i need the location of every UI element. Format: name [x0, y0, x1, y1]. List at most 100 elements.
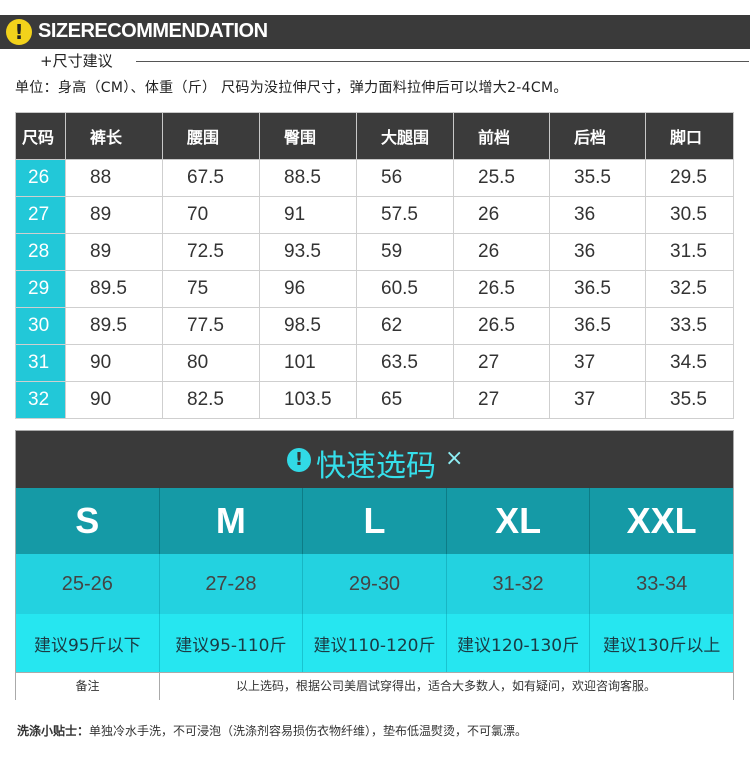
table-cell: 36.5 — [549, 307, 646, 345]
size-range: 31-32 — [447, 554, 591, 614]
size-range: 33-34 — [636, 572, 688, 595]
size-range: 25-26 — [16, 554, 160, 614]
table-cell: 75 — [162, 270, 260, 308]
column-header: 裤长 — [65, 112, 163, 160]
table-cell: 26.5 — [453, 270, 550, 308]
table-cell: 27 — [453, 381, 550, 419]
table-cell: 89 — [65, 233, 163, 271]
column-header: 腰围 — [162, 112, 260, 160]
quick-pick-title: 快速选码 — [316, 449, 436, 484]
table-cell: 90 — [65, 344, 163, 382]
size-cell: 29 — [15, 270, 66, 308]
weight-suggestion-row: 建议95斤以下 建议95-110斤 建议110-120斤 建议120-130斤 建议13… — [16, 614, 733, 672]
size-label: XL — [447, 488, 591, 554]
table-cell: 91 — [259, 196, 357, 234]
size-cell: 28 — [15, 233, 66, 271]
table-cell: 35.5 — [645, 381, 734, 419]
table-cell: 65 — [356, 381, 454, 419]
size-cell: 32 — [15, 381, 66, 419]
divider — [136, 61, 749, 62]
table-cell: 34.5 — [645, 344, 734, 382]
table-cell: 70 — [162, 196, 260, 234]
table-cell: 25.5 — [453, 159, 550, 197]
wash-tip-text: 单独冷水手洗，不可浸泡（洗涤剂容易损伤衣物纤维），垫布低温熨烫，不可氯漂。 — [89, 724, 528, 738]
table-row: 29 89.5 75 96 60.5 26.5 36.5 32.5 — [15, 270, 734, 308]
table-cell: 26 — [453, 233, 550, 271]
table-cell: 31.5 — [645, 233, 734, 271]
table-cell: 62 — [356, 307, 454, 345]
table-cell: 36 — [549, 233, 646, 271]
table-cell: 96 — [259, 270, 357, 308]
table-row: 26 88 67.5 88.5 56 25.5 35.5 29.5 — [15, 159, 734, 197]
column-header: 尺码 — [15, 112, 66, 160]
table-cell: 35.5 — [549, 159, 646, 197]
header-bar: ! SIZERECOMMENDATION — [0, 15, 750, 49]
table-cell: 101 — [259, 344, 357, 382]
size-range: 27-28 — [160, 554, 304, 614]
table-cell: 57.5 — [356, 196, 454, 234]
exclamation-icon: ! — [6, 19, 32, 45]
table-cell: 103.5 — [259, 381, 357, 419]
table-row: 28 89 72.5 93.5 59 26 36 31.5 — [15, 233, 734, 271]
size-label: XXL — [626, 500, 697, 541]
table-row: 27 89 70 91 57.5 26 36 30.5 — [15, 196, 734, 234]
weight-suggestion: 建议130斤以上 — [602, 635, 721, 656]
weight-suggestion: 建议110-120斤 — [303, 614, 447, 672]
size-cell: 26 — [15, 159, 66, 197]
table-cell: 77.5 — [162, 307, 260, 345]
table-cell: 90 — [65, 381, 163, 419]
table-cell: 89 — [65, 196, 163, 234]
quick-size-picker: ! 快速选码 × S M L XL XXL 25-26 27-28 29-30 31-32 33… — [15, 430, 734, 700]
exclamation-icon: ! — [287, 448, 311, 472]
table-cell: 33.5 — [645, 307, 734, 345]
wash-tip-label: 洗涤小贴士： — [17, 724, 90, 738]
size-range: 29-30 — [303, 554, 447, 614]
column-header: 脚口 — [645, 112, 734, 160]
size-table: 尺码 裤长 腰围 臀围 大腿围 前档 后档 脚口 26 88 67.5 88.5 56 25.5 35.5… — [15, 112, 734, 419]
table-cell: 88.5 — [259, 159, 357, 197]
weight-suggestion: 建议95-110斤 — [160, 614, 304, 672]
table-header-row: 尺码 裤长 腰围 臀围 大腿围 前档 后档 脚口 — [15, 112, 734, 160]
table-cell: 60.5 — [356, 270, 454, 308]
table-cell: 56 — [356, 159, 454, 197]
table-cell: 29.5 — [645, 159, 734, 197]
table-cell: 26 — [453, 196, 550, 234]
table-cell: 67.5 — [162, 159, 260, 197]
table-cell: 63.5 — [356, 344, 454, 382]
column-header: 前档 — [453, 112, 550, 160]
size-cell: 31 — [15, 344, 66, 382]
unit-note: 单位：身高（CM）、体重（斤） 尺码为没拉伸尺寸，弹力面料拉伸后可以增大2-4C… — [15, 80, 568, 96]
table-cell: 36.5 — [549, 270, 646, 308]
weight-suggestion: 建议95斤以下 — [16, 614, 160, 672]
table-row: 31 90 80 101 63.5 27 37 34.5 — [15, 344, 734, 382]
quick-pick-header: ! 快速选码 × — [16, 431, 733, 488]
table-cell: 89.5 — [65, 307, 163, 345]
table-cell: 30.5 — [645, 196, 734, 234]
column-header: 后档 — [549, 112, 646, 160]
table-cell: 89.5 — [65, 270, 163, 308]
size-label: M — [160, 488, 304, 554]
header-subtitle: +尺寸建议 — [40, 52, 113, 70]
note-text: 以上选码，根据公司美眉试穿得出，适合大多数人，如有疑问，欢迎咨询客服。 — [235, 679, 656, 693]
note-row: 备注 以上选码，根据公司美眉试穿得出，适合大多数人，如有疑问，欢迎咨询客服。 — [16, 672, 733, 700]
table-cell: 88 — [65, 159, 163, 197]
note-label: 备注 — [16, 673, 160, 700]
table-cell: 36 — [549, 196, 646, 234]
wash-tip: 洗涤小贴士：单独冷水手洗，不可浸泡（洗涤剂容易损伤衣物纤维），垫布低温熨烫，不可… — [17, 722, 527, 739]
table-cell: 93.5 — [259, 233, 357, 271]
column-header: 大腿围 — [356, 112, 454, 160]
header-title: SIZERECOMMENDATION — [38, 20, 268, 42]
table-row: 30 89.5 77.5 98.5 62 26.5 36.5 33.5 — [15, 307, 734, 345]
table-cell: 98.5 — [259, 307, 357, 345]
size-cell: 30 — [15, 307, 66, 345]
weight-suggestion: 建议120-130斤 — [447, 614, 591, 672]
table-cell: 80 — [162, 344, 260, 382]
table-cell: 37 — [549, 344, 646, 382]
table-cell: 32.5 — [645, 270, 734, 308]
size-range-row: 25-26 27-28 29-30 31-32 33-34 — [16, 554, 733, 614]
table-cell: 26.5 — [453, 307, 550, 345]
table-cell: 27 — [453, 344, 550, 382]
table-cell: 82.5 — [162, 381, 260, 419]
size-cell: 27 — [15, 196, 66, 234]
close-icon: × — [445, 446, 464, 471]
